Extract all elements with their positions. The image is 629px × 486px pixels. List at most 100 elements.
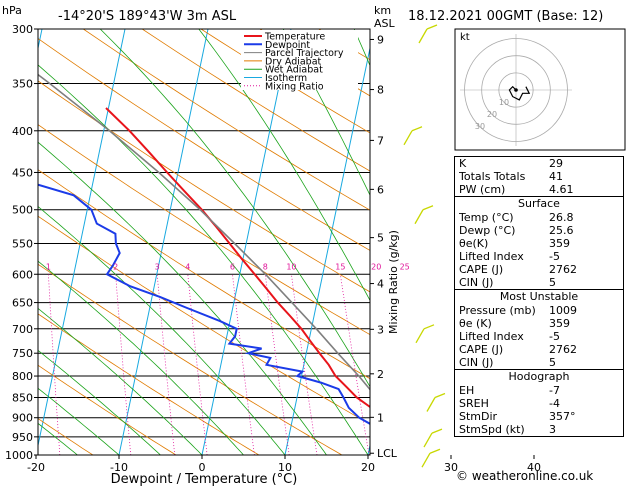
- copyright-footer: © weatheronline.co.uk: [456, 469, 594, 483]
- dry-adiabat-line: [38, 263, 343, 455]
- mixing-ratio-line: [232, 274, 255, 455]
- wind-barb: [403, 130, 413, 146]
- legend-label: Wet Adiabat: [265, 65, 323, 76]
- hodograph-stat-value: 3: [549, 423, 556, 436]
- mixing-ratio-label: 25: [400, 262, 410, 271]
- pressure-tick-label: 750: [12, 347, 33, 360]
- temperature-tick-label: 0: [199, 461, 206, 474]
- wet-adiabat-line: [198, 29, 370, 302]
- temperature-tick-label: 40: [527, 461, 541, 474]
- surface-row: CIN (J) 5: [455, 276, 623, 289]
- wind-barbs: [403, 24, 446, 468]
- hodograph-stat-label: EH: [459, 384, 475, 397]
- wind-barb: [418, 28, 428, 44]
- pressure-tick-label: 450: [12, 166, 33, 179]
- wind-barb: [426, 397, 436, 412]
- isotherm-line: [284, 45, 370, 455]
- mixing-ratio-label: 4: [185, 262, 190, 271]
- parcel-trajectory-line: [38, 73, 370, 391]
- wet-adiabat-line: [38, 349, 161, 455]
- wind-barb: [423, 432, 433, 448]
- wet-adiabat-line: [38, 260, 244, 455]
- surface-label: Lifted Index: [459, 250, 524, 263]
- index-value: 29: [549, 157, 563, 170]
- wind-barb-flag: [431, 428, 443, 434]
- index-row: K 29: [455, 157, 623, 170]
- pressure-tick-label: 700: [12, 323, 33, 336]
- most-unstable-row: CAPE (J) 2762: [455, 343, 623, 356]
- temperature-tick-label: 20: [361, 461, 375, 474]
- index-label: Totals Totals: [459, 170, 526, 183]
- wind-barb-flag: [411, 126, 423, 132]
- dry-adiabat-line: [38, 80, 370, 293]
- mixing-ratio-label: 10: [286, 262, 296, 271]
- dry-adiabat-line: [0, 29, 10, 455]
- hodograph-stat-value: -7: [549, 384, 560, 397]
- hodograph-center: [514, 88, 518, 92]
- hodograph-stat-value: -4: [549, 397, 560, 410]
- surface-label: Dewp (°C): [459, 224, 516, 237]
- isotherm-line: [201, 29, 292, 455]
- legend-box: [241, 30, 358, 90]
- km-tick-label: 3: [377, 323, 384, 336]
- most-unstable-section: Most Unstable Pressure (mb) 1009 θe (K) 359…: [455, 289, 623, 369]
- km-tick-label: 5: [377, 232, 384, 245]
- hodograph-ring-label: 20: [487, 110, 497, 119]
- mixing-ratio-label: 3: [155, 262, 160, 271]
- pressure-tick-label: 1000: [5, 449, 33, 462]
- pressure-tick-label: 400: [12, 125, 33, 138]
- hodograph-stat-label: StmDir: [459, 410, 498, 423]
- legend-label: Dewpoint: [265, 40, 310, 51]
- most-unstable-title: Most Unstable: [499, 290, 579, 303]
- datetime-title: 18.12.2021 00GMT (Base: 12): [408, 9, 603, 24]
- surface-title: Surface: [518, 197, 560, 210]
- km-tick-label: LCL: [377, 447, 398, 460]
- pressure-tick-label: 950: [12, 431, 33, 444]
- mixing-ratio-line: [115, 274, 132, 455]
- pressure-tick-label: 850: [12, 391, 33, 404]
- pressure-tick-label: 800: [12, 370, 33, 383]
- km-tick-label: 6: [377, 183, 384, 196]
- hodograph-stat-label: StmSpd (kt): [459, 423, 525, 436]
- surface-label: Temp (°C): [459, 211, 514, 224]
- wet-adiabat-line: [38, 141, 327, 455]
- hodograph-stat-row: StmDir 357°: [455, 410, 623, 423]
- mixing-ratio-line: [187, 274, 208, 455]
- wet-adiabat-line: [99, 29, 370, 388]
- dry-adiabat-line: [83, 29, 370, 211]
- dry-adiabat-line: [141, 29, 370, 172]
- legend-label: Mixing Ratio: [265, 81, 324, 92]
- pressure-tick-label: 550: [12, 237, 33, 250]
- temperature-tick-label: -20: [27, 461, 45, 474]
- surface-row: Lifted Index -5: [455, 250, 623, 263]
- km-tick-label: 2: [377, 368, 384, 381]
- hodograph-ring-label: 10: [499, 98, 509, 107]
- location-title: -14°20'S 189°43'W 3m ASL: [58, 9, 237, 24]
- hodograph-stat-row: EH -7: [455, 384, 623, 397]
- hodograph-stat-value: 357°: [549, 410, 576, 423]
- temperature-line: [105, 107, 370, 409]
- most-unstable-row: CIN (J) 5: [455, 356, 623, 369]
- surface-row: Dewp (°C) 25.6: [455, 224, 623, 237]
- most-unstable-label: Pressure (mb): [459, 304, 536, 317]
- mixing-ratio-label: 1: [46, 262, 51, 271]
- dry-adiabat-line: [38, 215, 370, 425]
- mixing-ratio-label: 2: [113, 262, 118, 271]
- hodograph-stat-label: SREH: [459, 397, 489, 410]
- surface-value: 25.6: [549, 224, 574, 237]
- km-label: km: [374, 4, 391, 17]
- surface-value: 26.8: [549, 211, 574, 224]
- mixing-ratio-label: 15: [335, 262, 345, 271]
- legend-label: Isotherm: [265, 73, 307, 84]
- wind-barb-flag: [423, 324, 435, 330]
- temperature-tick-label: 30: [444, 461, 458, 474]
- most-unstable-row: Pressure (mb) 1009: [455, 304, 623, 317]
- surface-row: CAPE (J) 2762: [455, 263, 623, 276]
- hodograph-stat-row: StmSpd (kt) 3: [455, 423, 623, 436]
- legend-label: Dry Adiabat: [265, 56, 322, 67]
- dry-adiabat-line: [38, 38, 370, 251]
- hodograph-stat-row: SREH -4: [455, 397, 623, 410]
- most-unstable-value: 1009: [549, 304, 577, 317]
